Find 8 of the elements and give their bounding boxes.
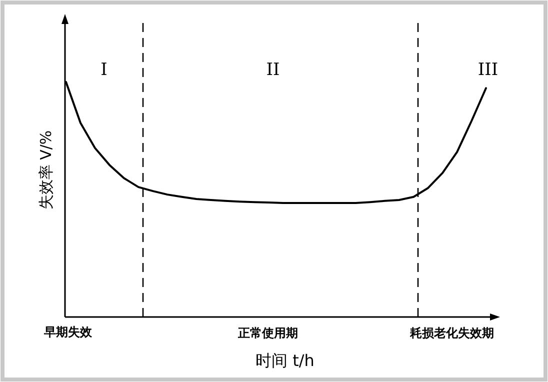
text: I bbox=[100, 60, 108, 80]
text: 早期失效 bbox=[43, 325, 93, 339]
y-axis-title: 失效率 V/% bbox=[37, 130, 55, 210]
text: II bbox=[266, 60, 280, 80]
text: 耗损老化失效期 bbox=[409, 326, 494, 340]
text: III bbox=[478, 60, 498, 80]
text: 正常使用期 bbox=[237, 326, 298, 340]
x-axis-title: 时间 t/h bbox=[256, 351, 314, 370]
